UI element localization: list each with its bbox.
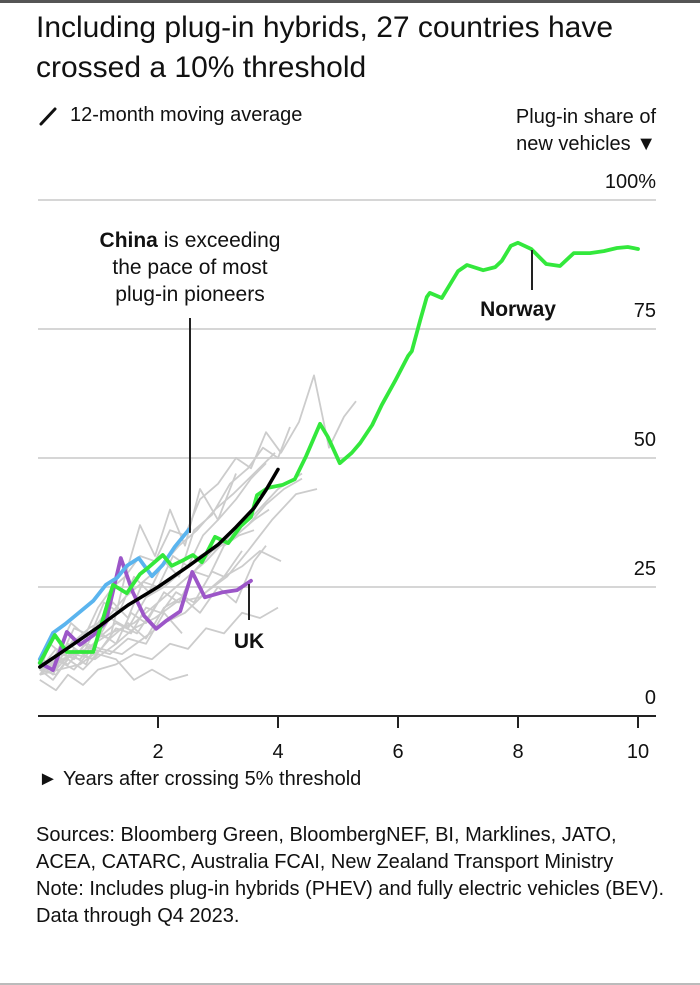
- other-country-line: [39, 473, 237, 671]
- legend: 12-month moving average: [38, 104, 302, 127]
- china-annotation: China is exceeding the pace of most plug-i…: [100, 229, 281, 306]
- other-country-line: [39, 488, 318, 676]
- x-axis: 2 4 6 8 10: [38, 715, 656, 763]
- x-tick-label: 8: [512, 741, 523, 763]
- y-tick-labels: 0 25 50 75 100%: [605, 171, 656, 709]
- x-axis-label: ► Years after crossing 5% threshold: [38, 768, 362, 790]
- other-country-line: [39, 611, 183, 676]
- top-border: [0, 0, 700, 3]
- x-tick-label: 4: [272, 741, 283, 763]
- norway-line: [37, 240, 640, 665]
- x-tick-label: 2: [152, 741, 163, 763]
- other-country-line: [39, 606, 279, 692]
- y-axis-label-line: new vehicles ▼: [516, 133, 656, 155]
- bottom-border: [0, 983, 700, 985]
- x-tick-label: 10: [627, 741, 649, 763]
- uk-label: UK: [234, 630, 264, 653]
- y-tick-label: 100%: [605, 171, 656, 193]
- y-tick-label: 50: [634, 429, 656, 451]
- other-countries-lines: [38, 374, 357, 692]
- y-tick-label: 25: [634, 558, 656, 580]
- highlighted-lines: [37, 240, 640, 672]
- x-tick-label: 6: [392, 741, 403, 763]
- other-country-line: [38, 374, 357, 670]
- moving-average-line: [38, 467, 280, 669]
- sources-text: Sources: Bloomberg Green, BloombergNEF, …: [36, 824, 617, 873]
- y-axis-label: Plug-in share of new vehicles ▼: [436, 104, 656, 158]
- y-tick-label: 75: [634, 300, 656, 322]
- legend-label: 12-month moving average: [70, 104, 303, 126]
- norway-label: Norway: [480, 298, 556, 321]
- note-text: Note: Includes plug-in hybrids (PHEV) an…: [36, 878, 665, 927]
- china-annotation-line: plug-in pioneers: [115, 283, 264, 306]
- china-line: [37, 527, 192, 662]
- china-annotation-line: the pace of most: [112, 256, 267, 279]
- footer: Sources: Bloomberg Green, BloombergNEF, …: [36, 822, 676, 930]
- line-chart: 0 25 50 75 100% 2 4 6 8 10 China is exceeding the…: [37, 171, 656, 763]
- annotations: China is exceeding the pace of most plug-i…: [100, 229, 557, 653]
- y-axis-label-line: Plug-in share of: [515, 106, 656, 128]
- china-label: China: [100, 229, 159, 252]
- uk-line: [37, 556, 253, 672]
- china-annotation-line: China is exceeding: [100, 229, 281, 252]
- diagonal-line-icon: [39, 107, 57, 125]
- chart-title: Including plug-in hybrids, 27 countries …: [36, 11, 614, 84]
- y-tick-label: 0: [645, 687, 656, 709]
